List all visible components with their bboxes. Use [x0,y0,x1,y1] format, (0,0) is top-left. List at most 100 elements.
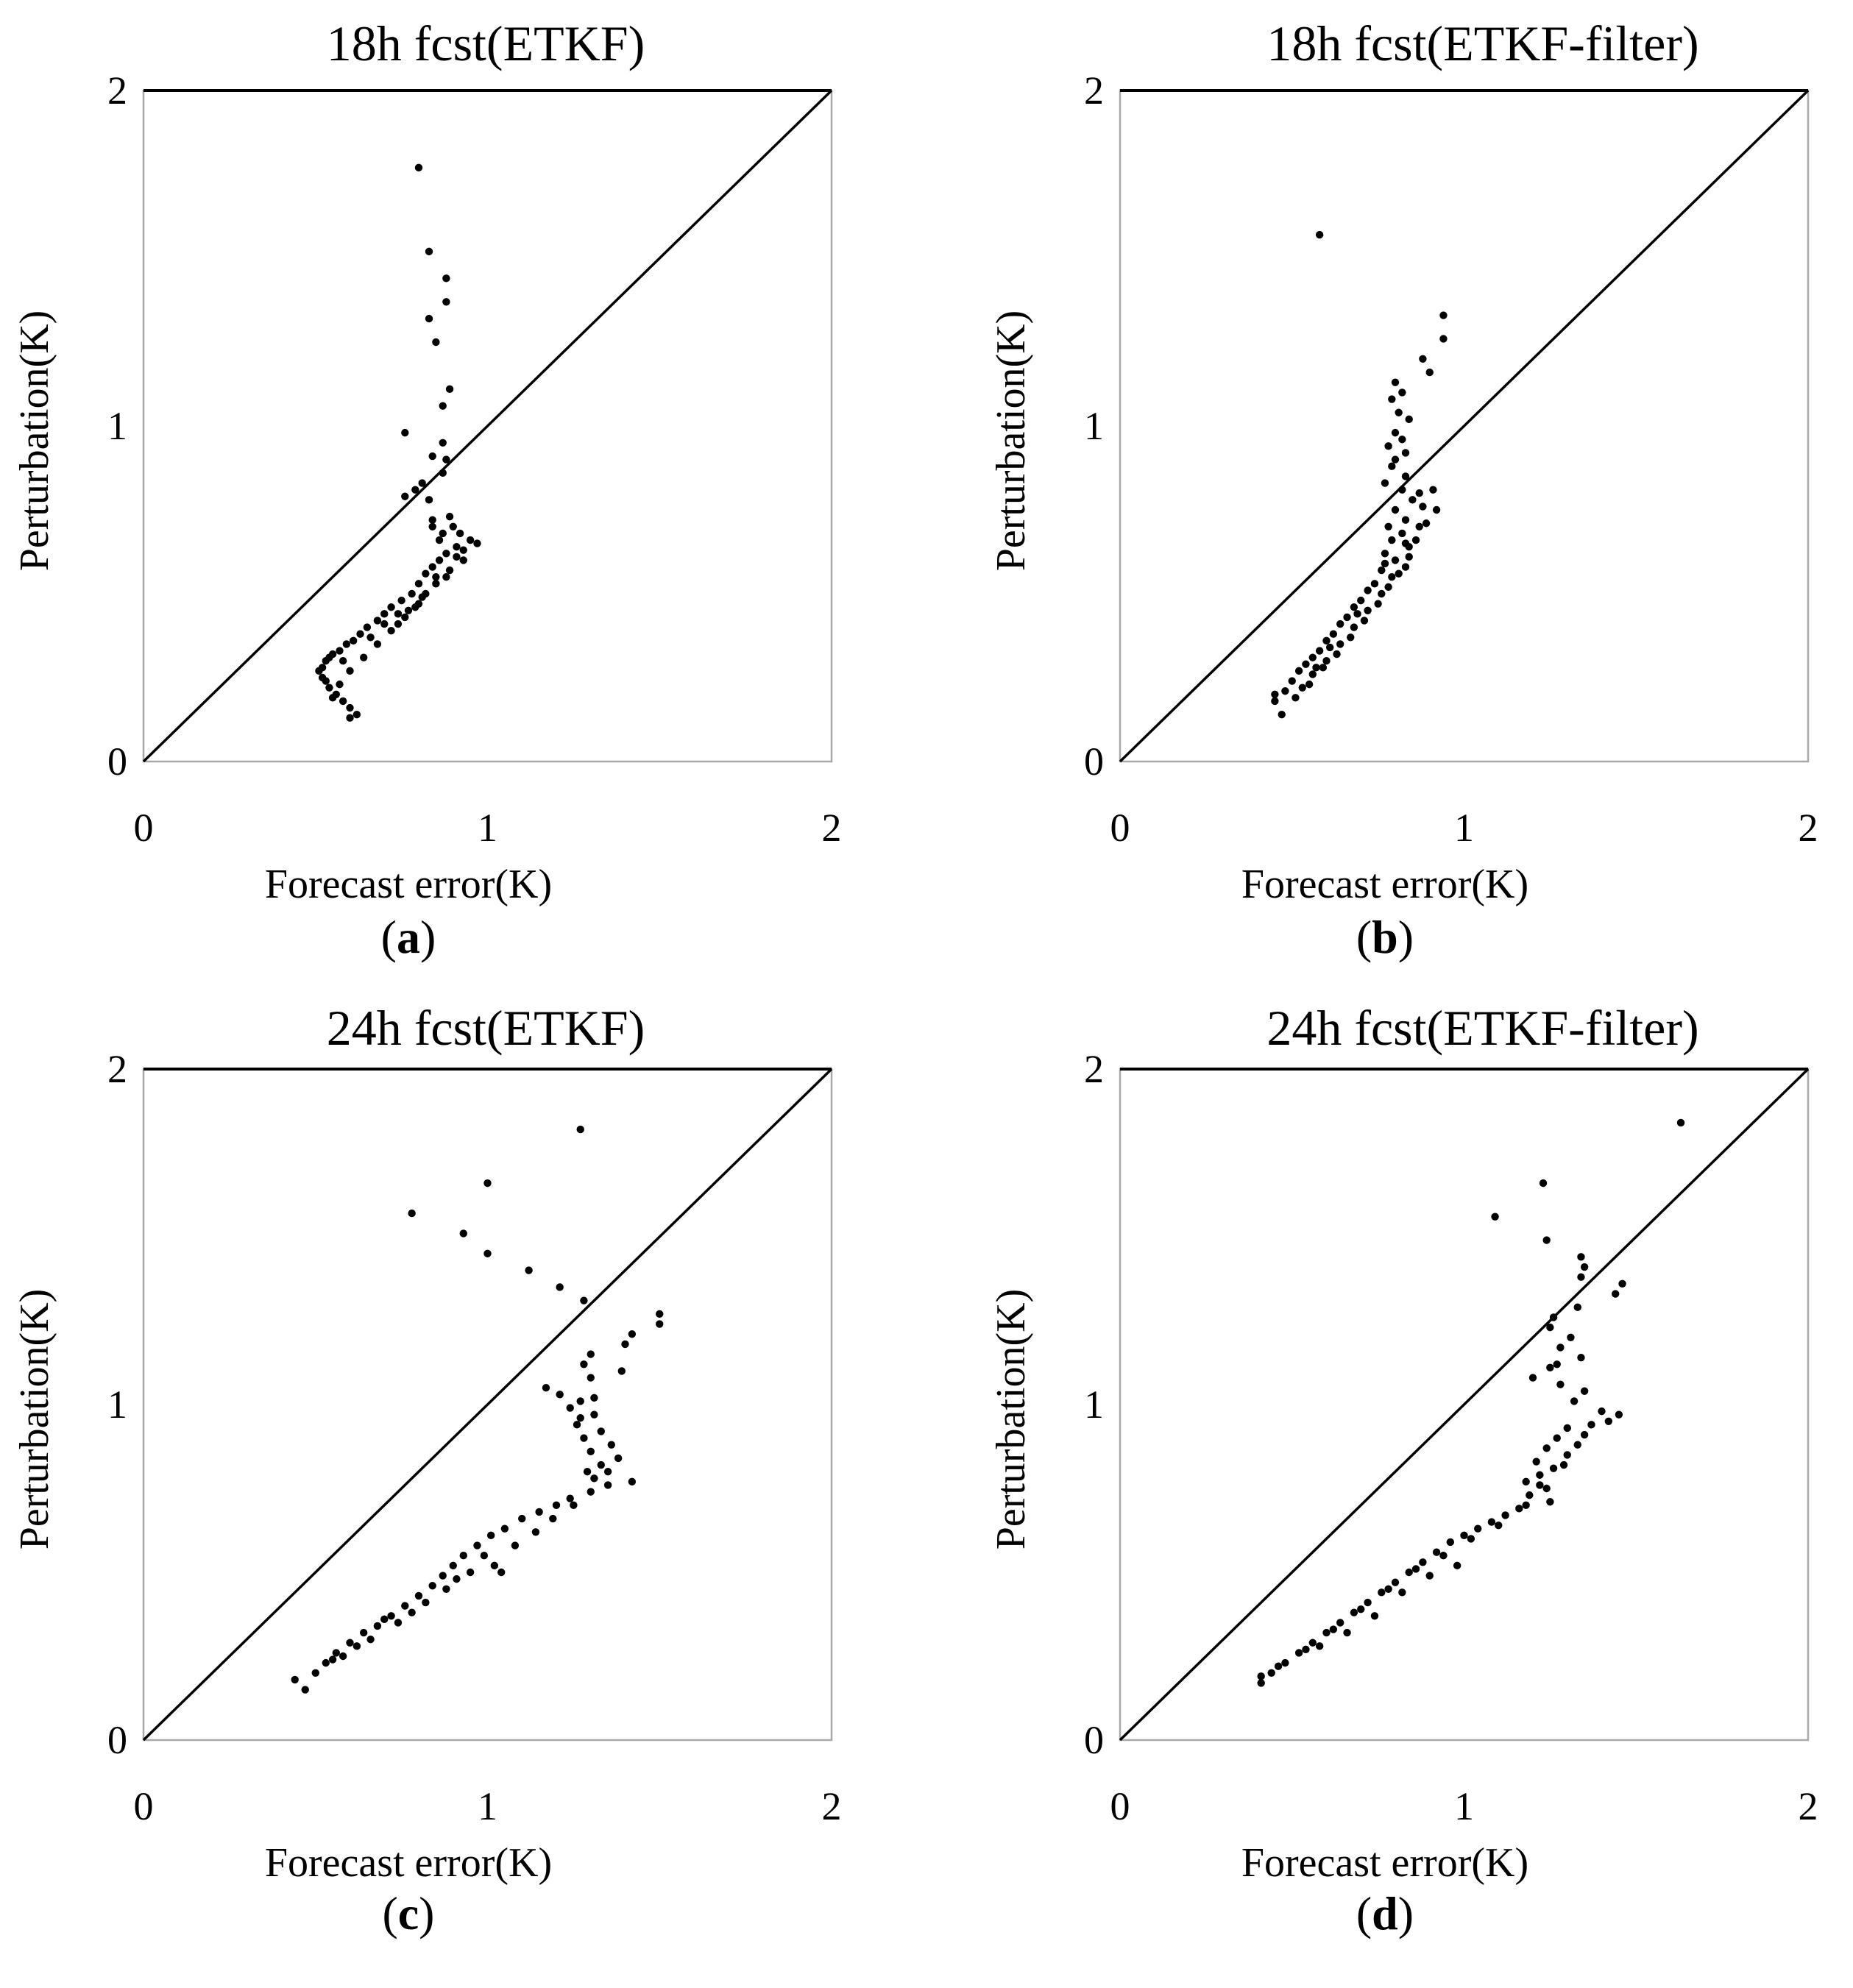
data-point [518,1514,526,1523]
data-point [556,1283,564,1291]
data-point [1308,1639,1317,1647]
data-point [1370,580,1379,588]
data-point [497,1568,506,1577]
data-point [349,636,358,645]
data-point [1439,311,1448,319]
data-point [1432,1548,1441,1556]
x-tick-label: 1 [478,1784,497,1828]
data-point [397,596,405,605]
data-point [366,633,375,642]
data-point [1384,1585,1392,1593]
data-point [542,1384,550,1392]
data-point [387,626,395,635]
data-point [408,1209,416,1218]
data-point [1553,1360,1561,1368]
data-point [1294,667,1303,675]
data-point [1401,449,1410,457]
data-point [1381,559,1389,568]
y-axis-label: Perturbation(K) [988,310,1034,572]
y-tick-label: 1 [107,404,127,448]
data-point [1425,1572,1434,1580]
data-point [1546,1498,1554,1506]
data-point [573,1421,581,1429]
data-point [1294,1649,1303,1657]
data-point [373,640,382,648]
scatter-panel-a: 18h fcst(ETKF) 0 1 2 0 1 2 Forecast error(K) Per… [12,15,842,963]
data-point [628,1477,637,1486]
data-point [1587,1421,1595,1429]
data-point [428,516,436,524]
data-point [439,469,447,478]
y-tick-label: 2 [1084,68,1104,113]
data-point [1391,556,1400,564]
data-point [597,1460,605,1469]
y-tick-label: 0 [107,739,127,784]
data-point [1422,519,1431,528]
data-point [1343,613,1351,622]
x-tick-label: 1 [1454,1784,1474,1828]
data-point [315,667,323,675]
data-point [1384,442,1392,450]
data-point [566,1404,574,1412]
data-point [1536,1471,1544,1479]
data-point [1553,1434,1561,1442]
data-point [1536,1481,1544,1489]
x-axis-label: Forecast error(K) [1241,1840,1528,1886]
data-point [1429,486,1437,494]
x-axis-label: Forecast error(K) [1241,862,1528,907]
data-point [1274,1662,1283,1670]
data-point [1580,1263,1589,1271]
data-point [1315,1642,1324,1650]
reference-line-y-equals-x [1119,1068,1810,1742]
data-point [373,617,382,625]
data-point [1676,1118,1685,1127]
data-point [1281,1658,1289,1667]
data-point [459,556,467,564]
data-point [1577,1253,1585,1261]
data-point [1522,1477,1530,1486]
data-point [449,1561,457,1570]
data-point [486,1531,495,1540]
data-point [1419,355,1427,363]
data-point [301,1686,309,1694]
data-point [380,1615,389,1624]
data-point [576,1125,584,1134]
data-point [1267,1669,1275,1677]
data-point [1573,1303,1581,1311]
data-point [1391,428,1400,437]
data-point [1580,1387,1589,1395]
data-point [1257,1672,1265,1680]
x-tick-label: 1 [478,806,497,850]
chart-title: 18h fcst(ETKF-filter) [1266,15,1698,71]
data-point [607,1441,615,1449]
data-point [483,1179,492,1188]
panel-label: (b) [1356,911,1414,963]
data-point [346,714,354,722]
data-point [1308,670,1317,678]
data-point [1453,1561,1462,1570]
data-point [1353,610,1361,618]
data-point [291,1675,299,1684]
data-point [1474,1524,1482,1533]
data-point [401,613,409,622]
data-point [394,620,403,628]
data-point [628,1330,637,1338]
data-point [1491,1213,1499,1221]
data-point [414,1591,423,1600]
data-point [1415,489,1423,497]
data-point [339,657,347,665]
data-point [1388,536,1396,544]
data-point [442,455,450,464]
data-point [1357,596,1365,605]
data-point [1288,677,1296,685]
data-point [425,314,433,323]
data-point [1401,563,1410,571]
data-point [1563,1451,1571,1459]
data-point [380,610,389,618]
data-point [418,479,426,487]
data-point [1549,1464,1558,1472]
data-point [1439,335,1448,343]
data-point [408,1608,416,1616]
x-tick-label: 0 [134,1784,154,1828]
